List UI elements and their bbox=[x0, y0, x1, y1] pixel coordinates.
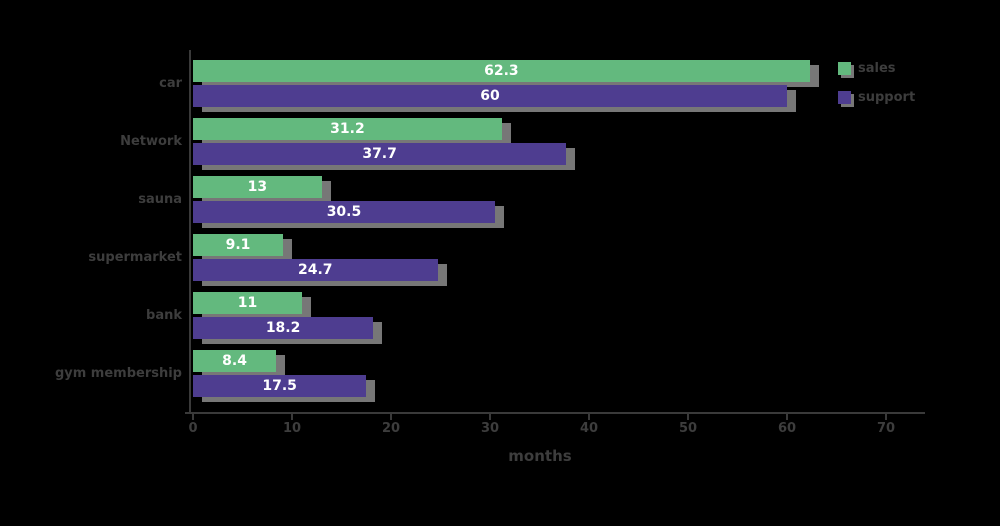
x-tick-label-0: 0 bbox=[188, 421, 198, 436]
legend-item-series-0: sales bbox=[838, 60, 915, 76]
bar-sales-2: 13 bbox=[193, 176, 322, 198]
bar-sales-3: 9.1 bbox=[193, 234, 284, 256]
legend-item-series-1: support bbox=[838, 89, 915, 105]
legend: sales support bbox=[838, 60, 915, 118]
bar-value-label: 11 bbox=[237, 295, 258, 311]
bar-value-label: 18.2 bbox=[265, 320, 301, 336]
category-label-0: car bbox=[159, 75, 182, 91]
x-tick-label-50: 50 bbox=[678, 421, 698, 436]
x-tick-mark-70 bbox=[885, 413, 887, 420]
y-axis-line bbox=[189, 50, 191, 414]
x-tick-mark-50 bbox=[687, 413, 689, 420]
bar-value-label: 31.2 bbox=[330, 121, 365, 137]
bar-value-label: 60 bbox=[480, 88, 500, 104]
bar-value-label: 13 bbox=[247, 179, 268, 195]
bar-value-label: 37.7 bbox=[362, 146, 397, 162]
bar-support-1: 37.7 bbox=[193, 143, 567, 165]
legend-label-series-0: sales bbox=[858, 60, 896, 76]
x-tick-mark-0 bbox=[192, 413, 194, 420]
x-tick-mark-10 bbox=[291, 413, 293, 420]
category-label-1: Network bbox=[120, 133, 182, 149]
category-label-4: bank bbox=[146, 307, 182, 323]
bar-value-label: 9.1 bbox=[225, 237, 251, 253]
bar-value-label: 62.3 bbox=[484, 63, 519, 79]
bar-value-label: 30.5 bbox=[326, 204, 362, 220]
x-tick-label-40: 40 bbox=[579, 421, 599, 436]
bar-sales-5: 8.4 bbox=[193, 350, 277, 372]
x-tick-mark-20 bbox=[390, 413, 392, 420]
x-tick-mark-30 bbox=[489, 413, 491, 420]
bar-value-label: 17.5 bbox=[262, 378, 297, 394]
bar-sales-0: 62.3 bbox=[193, 60, 810, 82]
x-axis-line bbox=[185, 412, 925, 414]
category-label-5: gym membership bbox=[54, 365, 182, 381]
legend-swatch-green bbox=[838, 61, 851, 75]
legend-label-series-1: support bbox=[858, 89, 916, 105]
bar-sales-4: 11 bbox=[193, 292, 302, 314]
x-tick-mark-40 bbox=[588, 413, 590, 420]
bar-value-label: 24.7 bbox=[297, 262, 333, 278]
x-tick-label-10: 10 bbox=[282, 421, 302, 436]
x-tick-label-20: 20 bbox=[381, 421, 401, 436]
x-tick-label-70: 70 bbox=[876, 421, 896, 436]
x-tick-label-60: 60 bbox=[777, 421, 797, 436]
bar-value-label: 8.4 bbox=[222, 353, 247, 369]
bar-sales-1: 31.2 bbox=[193, 118, 502, 140]
x-tick-mark-60 bbox=[786, 413, 788, 420]
legend-swatch-purple bbox=[838, 90, 851, 104]
bar-support-4: 18.2 bbox=[193, 317, 374, 339]
bar-support-2: 30.5 bbox=[193, 201, 495, 223]
x-tick-label-30: 30 bbox=[480, 421, 500, 436]
category-label-2: sauna bbox=[138, 191, 182, 207]
category-label-3: supermarket bbox=[88, 249, 182, 265]
bar-support-5: 17.5 bbox=[193, 375, 367, 397]
x-axis-title: months bbox=[508, 447, 572, 465]
bar-support-3: 24.7 bbox=[193, 259, 438, 281]
bar-support-0: 60 bbox=[193, 85, 787, 107]
